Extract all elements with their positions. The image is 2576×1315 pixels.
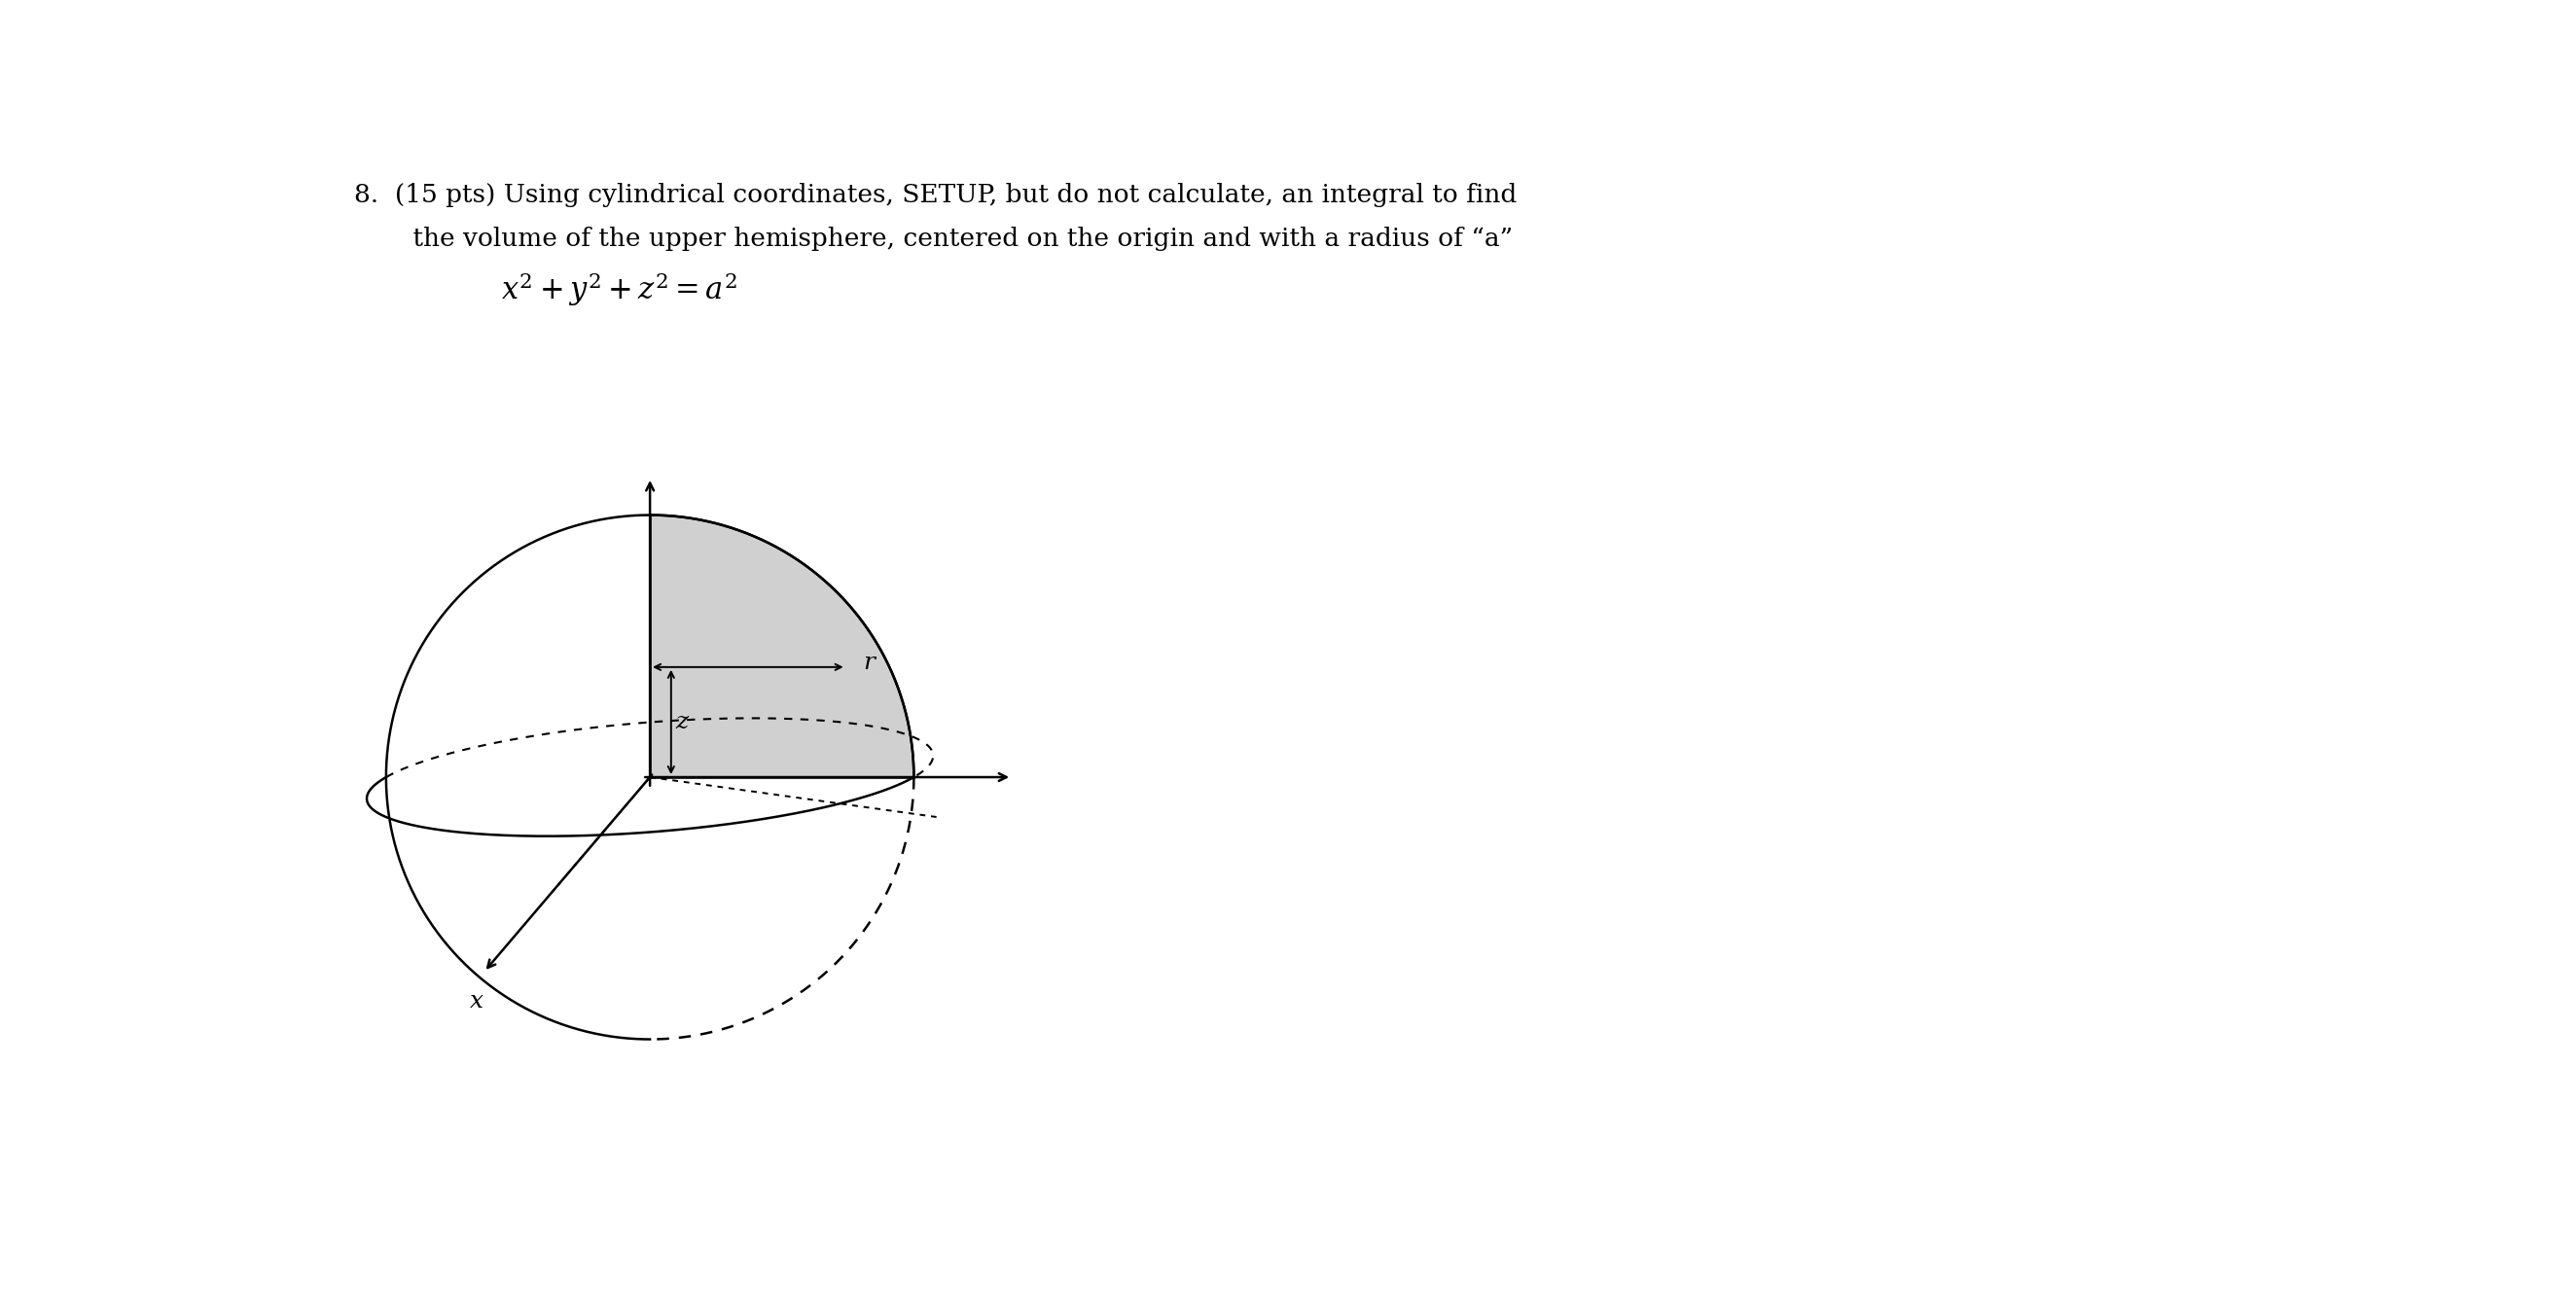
Text: $x$: $x$: [469, 990, 484, 1013]
Text: $r$: $r$: [863, 652, 878, 675]
Text: 8.  (15 pts) Using cylindrical coordinates, SETUP, but do not calculate, an inte: 8. (15 pts) Using cylindrical coordinate…: [353, 183, 1517, 208]
Polygon shape: [649, 515, 914, 777]
Text: $x^2 + y^2 + z^2 = a^2$: $x^2 + y^2 + z^2 = a^2$: [417, 270, 737, 308]
Text: the volume of the upper hemisphere, centered on the origin and with a radius of : the volume of the upper hemisphere, cent…: [381, 226, 1512, 251]
Text: $z$: $z$: [675, 711, 690, 734]
